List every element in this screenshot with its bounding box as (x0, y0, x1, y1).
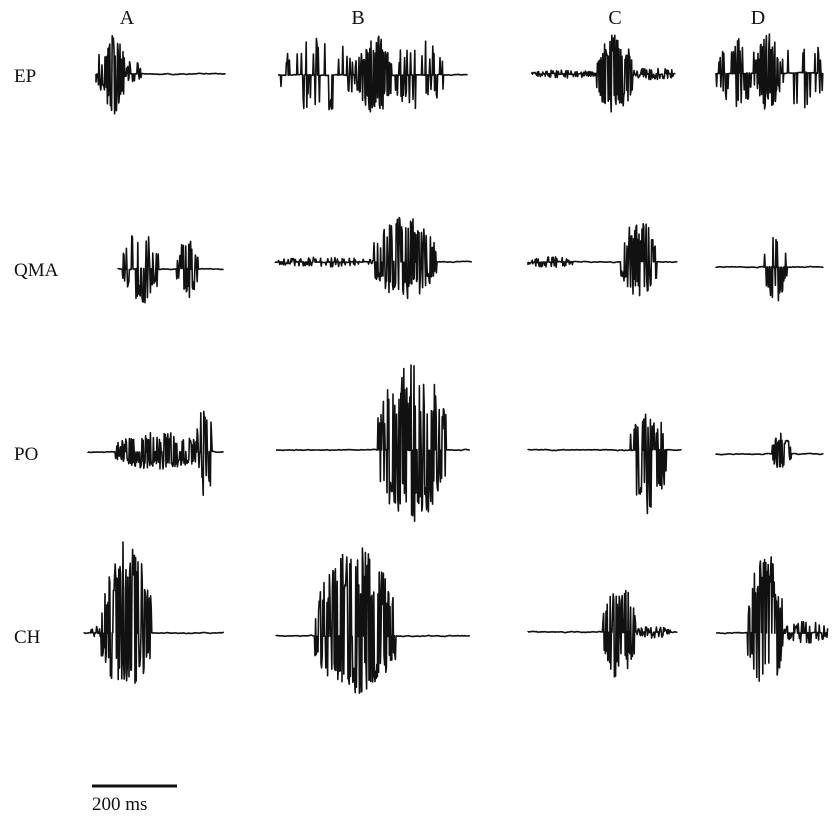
trace-qma-b (274, 216, 472, 300)
row-label-ch: CH (14, 627, 41, 648)
trace-po-c (527, 413, 682, 515)
column-label-a: A (120, 7, 135, 29)
row-label-po: PO (14, 444, 38, 465)
trace-po-a (87, 410, 224, 496)
scale-bar-label: 200 ms (92, 794, 147, 815)
trace-ep-c (531, 34, 676, 113)
row-label-qma: QMA (14, 260, 59, 281)
row-label-ep: EP (14, 66, 36, 87)
trace-ep-b (277, 35, 468, 113)
trace-ch-d (715, 556, 829, 682)
trace-ep-d (715, 33, 824, 110)
trace-po-b (275, 364, 471, 522)
column-label-c: C (608, 7, 621, 29)
trace-ch-c (527, 589, 678, 678)
emg-traces (83, 33, 829, 694)
column-label-d: D (751, 7, 765, 29)
column-label-b: B (351, 7, 364, 29)
trace-ep-a (95, 35, 226, 115)
trace-qma-a (117, 235, 224, 304)
trace-qma-d (715, 236, 824, 302)
trace-ch-b (275, 547, 470, 694)
trace-ch-a (83, 541, 225, 684)
trace-qma-c (527, 223, 678, 297)
trace-po-d (715, 432, 824, 468)
